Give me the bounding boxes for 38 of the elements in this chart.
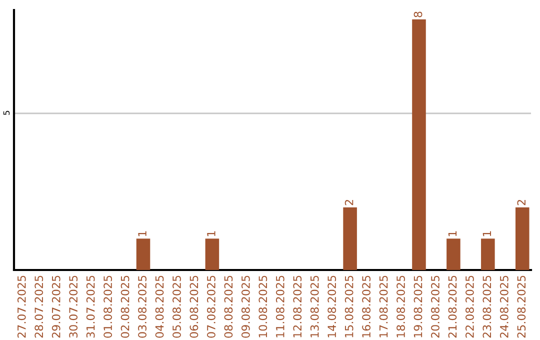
x-tick-label: 29.07.2025 [52, 276, 60, 338]
x-tick-label: 19.08.2025 [414, 276, 422, 338]
x-tick-label: 04.08.2025 [155, 276, 164, 338]
y-tick-label: 5 [3, 110, 10, 115]
x-tick-label: 31.07.2025 [86, 276, 95, 338]
data-label: 1 [482, 231, 491, 236]
data-label: 8 [414, 12, 422, 18]
x-tick-label: 24.08.2025 [500, 276, 508, 338]
data-label: 1 [448, 231, 457, 236]
data-label: 1 [138, 231, 146, 236]
x-tick-label: 06.08.2025 [190, 276, 198, 338]
x-tick-label: 17.08.2025 [379, 276, 388, 338]
x-tick-label: 08.08.2025 [224, 276, 233, 338]
x-tick-label: 12.08.2025 [293, 276, 302, 338]
x-tick-label: 21.08.2025 [448, 276, 457, 338]
x-tick-label: 10.08.2025 [258, 276, 268, 338]
x-tick-label: 09.08.2025 [241, 276, 250, 338]
x-tick-label: 14.08.2025 [328, 276, 336, 338]
x-tick-label: 03.08.2025 [138, 276, 146, 338]
x-tick-label: 11.08.2025 [276, 276, 284, 338]
x-tick-label: 18.08.2025 [396, 276, 405, 338]
x-tick-label: 20.08.2025 [431, 276, 440, 338]
data-label: 1 [207, 231, 216, 236]
x-tick-label: 28.07.2025 [34, 276, 44, 338]
x-tick-label: 16.08.2025 [362, 276, 371, 338]
x-tick-label: 02.08.2025 [120, 276, 130, 338]
x-tick-label: 25.08.2025 [517, 276, 526, 338]
x-tick-label: 23.08.2025 [482, 276, 492, 338]
x-tick-label: 01.08.2025 [104, 276, 112, 338]
data-label: 2 [517, 200, 526, 206]
x-tick-label: 05.08.2025 [172, 276, 181, 338]
x-tick-label: 27.07.2025 [17, 276, 26, 338]
data-label: 2 [344, 200, 354, 206]
x-tick-label: 07.08.2025 [207, 276, 216, 338]
x-tick-label: 30.07.2025 [69, 276, 78, 338]
x-tick-label: 22.08.2025 [466, 276, 474, 338]
x-tick-label: 15.08.2025 [344, 276, 354, 338]
x-tick-label: 13.08.2025 [310, 276, 319, 338]
